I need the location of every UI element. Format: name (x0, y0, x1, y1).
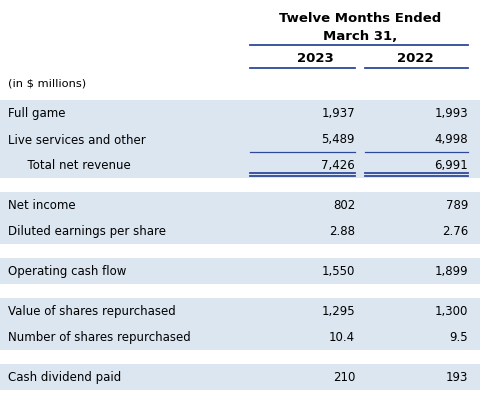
Text: 193: 193 (445, 371, 468, 384)
Bar (0, 364, 480, 390)
Text: 1,550: 1,550 (322, 265, 355, 278)
Text: Twelve Months Ended: Twelve Months Ended (279, 11, 441, 24)
Text: 7,426: 7,426 (321, 159, 355, 172)
Text: 4,998: 4,998 (434, 133, 468, 146)
Text: 2.88: 2.88 (329, 225, 355, 238)
Text: Value of shares repurchased: Value of shares repurchased (8, 305, 176, 318)
Text: March 31,: March 31, (323, 30, 397, 43)
Text: 2023: 2023 (297, 51, 334, 64)
Text: 1,937: 1,937 (322, 107, 355, 120)
Bar (0, 218, 480, 244)
Bar (0, 101, 480, 127)
Bar (0, 153, 480, 179)
Text: 10.4: 10.4 (329, 331, 355, 344)
Bar (0, 298, 480, 324)
Text: 2022: 2022 (396, 51, 433, 64)
Text: 1,899: 1,899 (434, 265, 468, 278)
Text: Number of shares repurchased: Number of shares repurchased (8, 331, 191, 344)
Text: 1,295: 1,295 (322, 305, 355, 318)
Text: 6,991: 6,991 (434, 159, 468, 172)
Text: 2.76: 2.76 (442, 225, 468, 238)
Bar (0, 127, 480, 153)
Text: (in $ millions): (in $ millions) (8, 78, 86, 88)
Bar (0, 192, 480, 218)
Text: 1,993: 1,993 (434, 107, 468, 120)
Text: Live services and other: Live services and other (8, 133, 146, 146)
Text: 802: 802 (333, 199, 355, 212)
Text: 789: 789 (445, 199, 468, 212)
Text: Net income: Net income (8, 199, 76, 212)
Text: Total net revenue: Total net revenue (20, 159, 131, 172)
Text: 5,489: 5,489 (322, 133, 355, 146)
Text: Operating cash flow: Operating cash flow (8, 265, 126, 278)
Text: 1,300: 1,300 (434, 305, 468, 318)
Text: 9.5: 9.5 (449, 331, 468, 344)
Bar (0, 258, 480, 284)
Bar (0, 324, 480, 350)
Text: Full game: Full game (8, 107, 65, 120)
Text: Cash dividend paid: Cash dividend paid (8, 371, 121, 384)
Text: 210: 210 (333, 371, 355, 384)
Text: Diluted earnings per share: Diluted earnings per share (8, 225, 166, 238)
